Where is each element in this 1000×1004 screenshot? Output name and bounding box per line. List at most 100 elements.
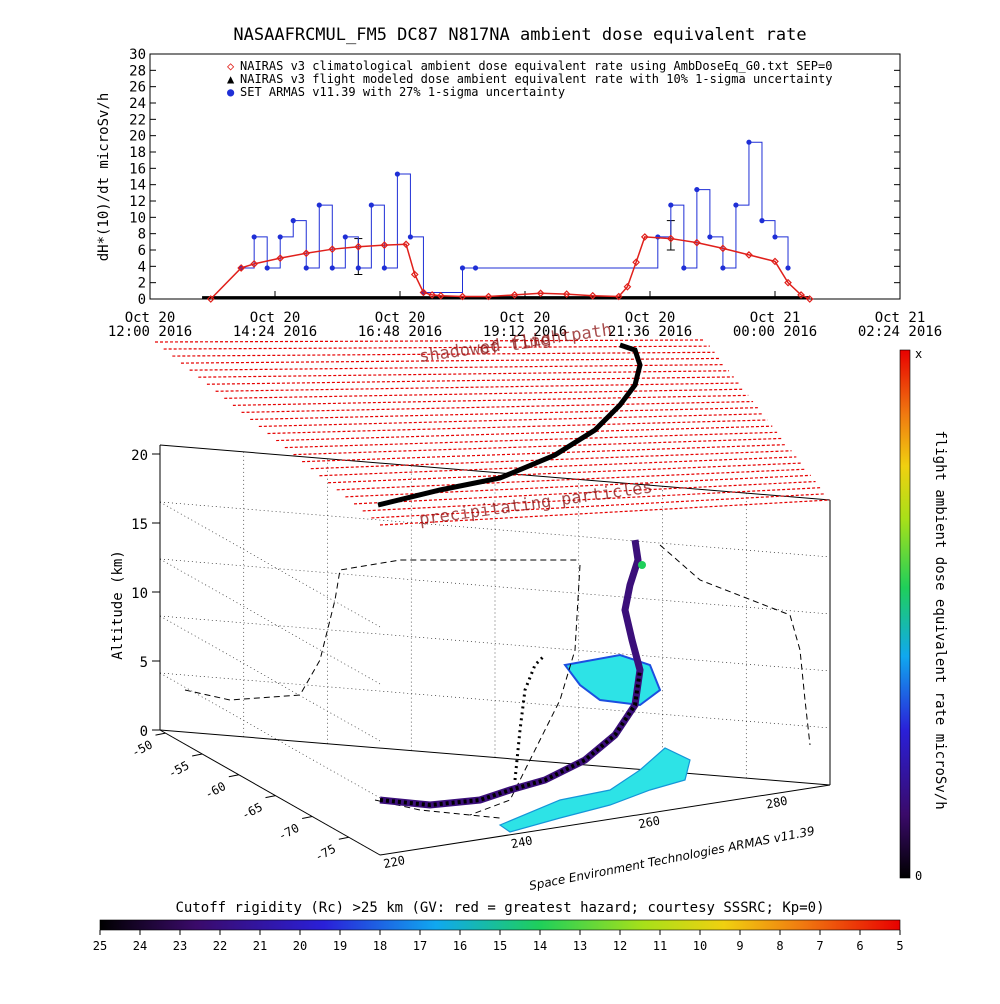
nairas-clim-point [436,291,445,300]
scene-frame-edge [159,729,381,856]
latitude-tick-mark [338,836,349,840]
hazard-plane-line [172,351,715,357]
altitude-tick-label: 0 [140,724,148,740]
legend-entry: SET ARMAS v11.39 with 27% 1-sigma uncert… [240,85,565,99]
hazard-plane-line [379,499,831,526]
flight-path-peak-marker [638,561,646,569]
scene-frame-edge [379,784,831,856]
latitude-ticks: -50 -55 -60 -65 -70 -75 [129,732,349,864]
shadow-path [659,544,811,746]
cutoff-rigidity-ground-map [498,653,691,833]
y-tick-label: 14 [129,178,146,194]
armas-point [733,202,739,208]
cutoff-tick-label: 19 [333,939,347,953]
ground-cyan-region-north [563,653,662,707]
armas-point [772,234,778,240]
y-tick-label: 4 [138,259,146,275]
armas-point [381,265,387,271]
nairas-clim-point [588,291,597,300]
nairas-clim-point [562,290,571,298]
hazard-plane-line [328,462,802,484]
back-wall-grid-line [159,615,831,672]
y-tick-label: 12 [129,194,146,210]
flightpath-projection-on-plane [377,342,643,508]
hazard-plane-line [250,407,758,421]
chart-title: NASAAFRCMUL_FM5 DC87 N817NA ambient dose… [233,25,806,45]
cutoff-tick-label: 15 [493,939,507,953]
legend: ◇ NAIRAS v3 climatological ambient dose e… [227,59,832,99]
armas-point [707,234,713,240]
cutoff-tick-label: 21 [253,939,267,953]
y-tick-label: 16 [129,161,146,177]
nairas-clim-point [623,282,632,291]
latitude-tick-mark [155,732,166,736]
nairas-clim-point [640,233,649,241]
side-wall-grid-line [159,501,381,628]
altitude-tick-label: 20 [131,448,148,464]
longitude-tick-label: 240 [510,833,534,851]
flight-3d-scene: Altitude (km) 0 5 10 15 20 -50 -55 -60 -65 -70 -7… [110,320,831,893]
cutoff-tick-label: 12 [613,939,627,953]
hazard-plane-line [267,419,768,435]
x-tick-label-time: 16:48 2016 [358,324,442,340]
armas-point [746,139,752,145]
nairas-clim-point [784,278,792,287]
nairas-clim-point [250,260,259,268]
side-wall-grid-line [159,558,381,685]
series-nairas-clim-line [210,236,811,300]
armas-point [277,234,283,240]
hazard-plane-line [284,431,778,449]
cutoff-tick-label: 17 [413,939,427,953]
armas-point [329,265,335,271]
colorbar-top-label: x [915,347,922,361]
y-tick-label: 26 [129,80,146,96]
x-tick-label-date: Oct 20 [250,310,301,326]
x-tick-label-time: 00:00 2016 [733,324,817,340]
back-wall-grid-line [159,501,831,558]
legend-symbol: ◇ [227,59,235,73]
hazard-plane-line [371,493,826,519]
nairas-clim-point [719,244,727,253]
credit-armas: Space Environment Technologies ARMAS v11… [528,824,816,893]
nairas-clim-point [428,291,436,299]
nairas-clim-point [536,289,545,298]
ground-cyan-region [498,747,691,833]
x-tick-label-date: Oct 21 [875,310,926,326]
legend-entry: NAIRAS v3 climatological ambient dose eq… [240,59,832,73]
y-tick-label: 20 [129,129,146,145]
cutoff-tick-label: 14 [533,939,547,953]
altitude-tick-label: 15 [131,517,148,533]
cutoff-tick-label: 16 [453,939,467,953]
hazard-plane-line [362,487,821,512]
armas-point [316,202,322,208]
longitude-tick-label: 220 [382,853,406,871]
flightpath-shadow-lines [184,544,811,819]
cutoff-tick-label: 20 [293,939,307,953]
nairas-clim-point [632,258,640,267]
armas-point [251,234,257,240]
armas-point [681,265,687,271]
hazard-plane-line [302,444,787,463]
y-tick-label: 10 [129,210,146,226]
armas-point [303,265,309,271]
nairas-clim-point [797,291,805,299]
x-tick-label-date: Oct 20 [125,310,176,326]
x-tick-label-time: 02:24 2016 [858,324,942,340]
longitude-tick-label: 280 [765,794,789,812]
colorbar-title: flight ambient dose equivalent rate micr… [932,430,948,809]
armas-point [785,265,791,271]
nairas-clim-point [237,264,245,272]
cutoff-tick-label: 8 [776,939,783,953]
armas-point [394,171,400,177]
x-tick-label-date: Oct 21 [750,310,801,326]
back-wall-grid-line [159,558,831,615]
armas-point [264,265,270,271]
y-axis-label: dH*(10)/dt microSv/h [96,93,112,262]
hazard-plane-line [241,400,754,413]
back-wall-grid-line [159,672,831,729]
hazard-plane-line [232,394,749,406]
latitude-tick-label: -60 [203,779,229,802]
cutoff-tick-label: 22 [213,939,227,953]
longitude-tick-label: 260 [637,813,661,831]
hazard-plane-line [154,339,706,343]
